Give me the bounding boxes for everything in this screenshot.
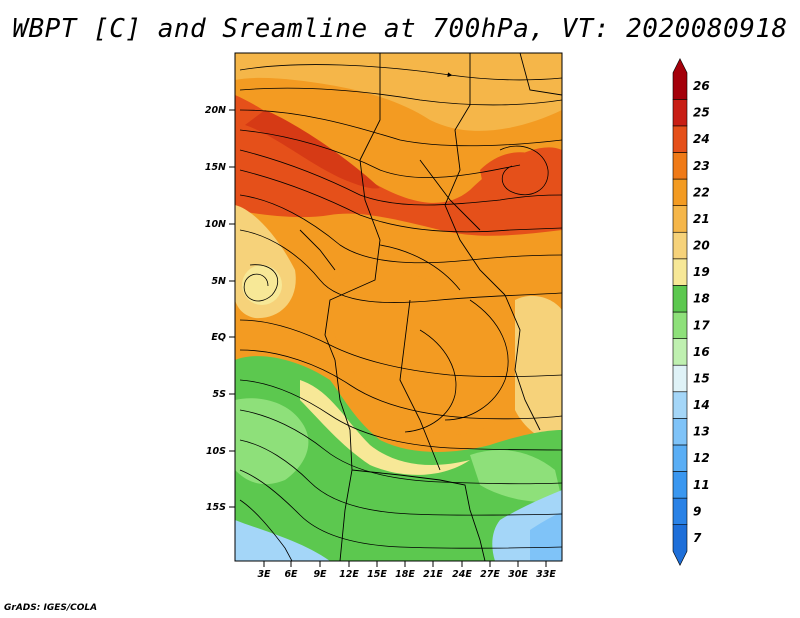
colorbar-cell [672, 418, 688, 446]
lon-label-27e: 27E [480, 569, 500, 580]
colorbar-cell [672, 364, 688, 393]
lon-label-9e: 9E [313, 569, 327, 580]
field-east-light [515, 295, 562, 441]
field-green-light-2 [470, 450, 562, 502]
lon-label-30e: 30E [508, 569, 528, 580]
colorbar-cell [672, 58, 688, 100]
colorbar-level-label: 20 [693, 239, 710, 253]
colorbar-cell [672, 311, 688, 339]
colorbar-level-label: 11 [693, 478, 710, 492]
lat-label-15n: 15N [205, 162, 226, 173]
colorbar-level-label: 17 [693, 318, 710, 332]
lon-label-3e: 3E [257, 569, 271, 580]
colorbar-level-label: 26 [693, 79, 710, 93]
colorbar-level-label: 22 [693, 185, 710, 199]
colorbar-cell [672, 125, 688, 153]
lon-label-15e: 15E [367, 569, 387, 580]
lon-label-18e: 18E [395, 569, 415, 580]
field-hot-east [480, 152, 550, 199]
colorbar-level-label: 23 [693, 159, 710, 173]
colorbar [672, 58, 688, 566]
lat-label-eq: EQ [211, 332, 226, 343]
lat-label-10s: 10S [206, 446, 226, 457]
colorbar-level-label: 25 [693, 106, 710, 120]
colorbar-cell [672, 471, 688, 499]
lon-label-24e: 24E [452, 569, 472, 580]
field-blue-se-deep [530, 512, 562, 561]
field-cool-eddy [242, 265, 282, 305]
field-blue-sw [235, 520, 330, 561]
colorbar-level-label: 15 [693, 371, 710, 385]
colorbar-level-label: 24 [693, 132, 710, 146]
lon-label-21e: 21E [423, 569, 443, 580]
colorbar-level-label: 7 [693, 531, 702, 545]
colorbar-cell [672, 178, 688, 206]
field-yellow-band [300, 380, 470, 475]
colorbar-level-label: 21 [693, 212, 710, 226]
boundaries [299, 53, 562, 561]
colorbar-cell [672, 444, 688, 472]
colorbar-level-label: 14 [693, 398, 710, 412]
colorbar-level-label: 12 [693, 451, 710, 465]
colorbar-cell [672, 258, 688, 286]
map-panel [235, 53, 562, 561]
lon-label-33e: 33E [536, 569, 556, 580]
field-orange-central [330, 269, 510, 435]
colorbar-level-label: 13 [693, 425, 710, 439]
footer-credit: GrADS: IGES/COLA [4, 603, 98, 613]
streamlines [239, 64, 562, 561]
colorbar-cell [672, 391, 688, 419]
colorbar-cell [672, 497, 688, 526]
colorbar-level-label: 9 [693, 504, 701, 518]
lat-label-5n: 5N [211, 276, 226, 287]
lat-axis: 20N 15N 10N 5N EQ 5S 10S 15S [205, 105, 235, 513]
lat-label-5s: 5S [213, 389, 227, 400]
lon-label-12e: 12E [339, 569, 359, 580]
lon-axis: 3E 6E 9E 12E 15E 18E 21E 24E 27E 30E 33E [257, 561, 556, 580]
map-frame [234, 52, 563, 562]
colorbar-cell [672, 231, 688, 260]
lat-label-10n: 10N [205, 219, 226, 230]
colorbar-level-label: 19 [693, 265, 710, 279]
lat-label-15s: 15S [206, 502, 226, 513]
colorbar-cell [672, 205, 688, 233]
colorbar-cell [672, 524, 688, 566]
lat-label-20n: 20N [205, 105, 226, 116]
chart-title: WBPT [C] and Sreamline at 700hPa, VT: 20… [12, 14, 788, 44]
colorbar-labels: 7 9 11 12 13 14 15 16 17 18 19 20 21 22 23 24 25 26 [693, 79, 710, 545]
field-green-light [235, 398, 309, 485]
colorbar-cell [672, 285, 688, 313]
field-hot-band [235, 95, 562, 236]
lon-label-6e: 6E [284, 569, 298, 580]
colorbar-cell [672, 338, 688, 366]
colorbar-cell [672, 98, 688, 127]
field-warm-north [235, 53, 562, 131]
colorbar-cell [672, 152, 688, 180]
colorbar-level-label: 16 [693, 345, 710, 359]
field-hot-core [245, 110, 380, 189]
colorbar-level-label: 18 [693, 292, 710, 306]
